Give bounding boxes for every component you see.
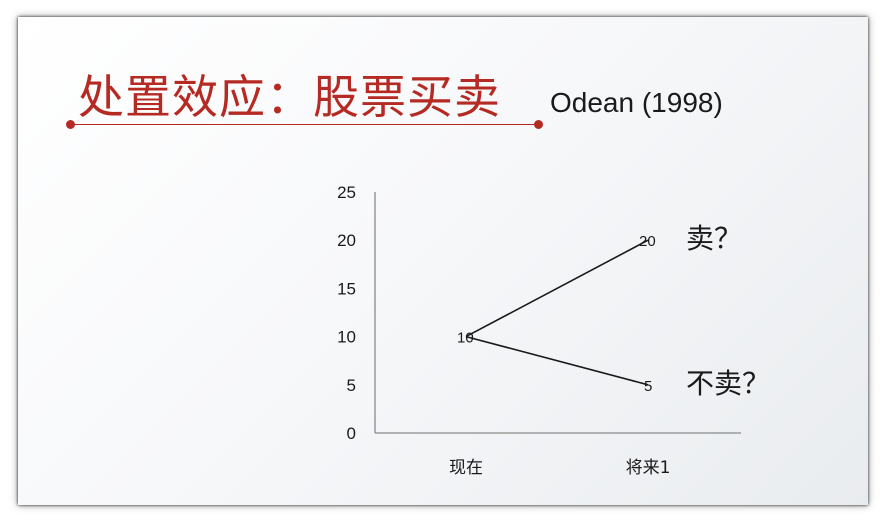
- series-line-2: [465, 335, 649, 386]
- x-category-label: 现在: [449, 458, 483, 478]
- annotation-sell: 卖？: [686, 222, 742, 255]
- x-category-label: 将来1: [626, 458, 671, 478]
- annotation-hold: 不卖？: [686, 367, 770, 400]
- slide: 处置效应：股票买卖 Odean (1998) 0 5 10 15 20 25 现在 将来1 10…: [18, 17, 868, 505]
- y-tick-label: 10: [337, 328, 356, 347]
- y-tick-label: 20: [337, 231, 356, 250]
- underline-left-dot: [66, 120, 75, 129]
- title-underline: [70, 124, 538, 125]
- y-tick-label: 25: [337, 183, 356, 202]
- data-label: 5: [644, 378, 652, 395]
- y-tick-label: 0: [347, 424, 356, 443]
- line-chart: 0 5 10 15 20 25 现在 将来1 10 20 5 卖？ 不卖？: [337, 183, 770, 478]
- y-tick-label: 5: [347, 376, 356, 395]
- y-tick-label: 15: [337, 279, 356, 298]
- data-label: 20: [639, 233, 656, 250]
- data-label: 10: [457, 330, 474, 347]
- series-line-1: [465, 239, 649, 338]
- underline-right-dot: [534, 120, 543, 129]
- slide-title: 处置效应：股票买卖: [78, 70, 501, 124]
- citation: Odean (1998): [550, 87, 723, 118]
